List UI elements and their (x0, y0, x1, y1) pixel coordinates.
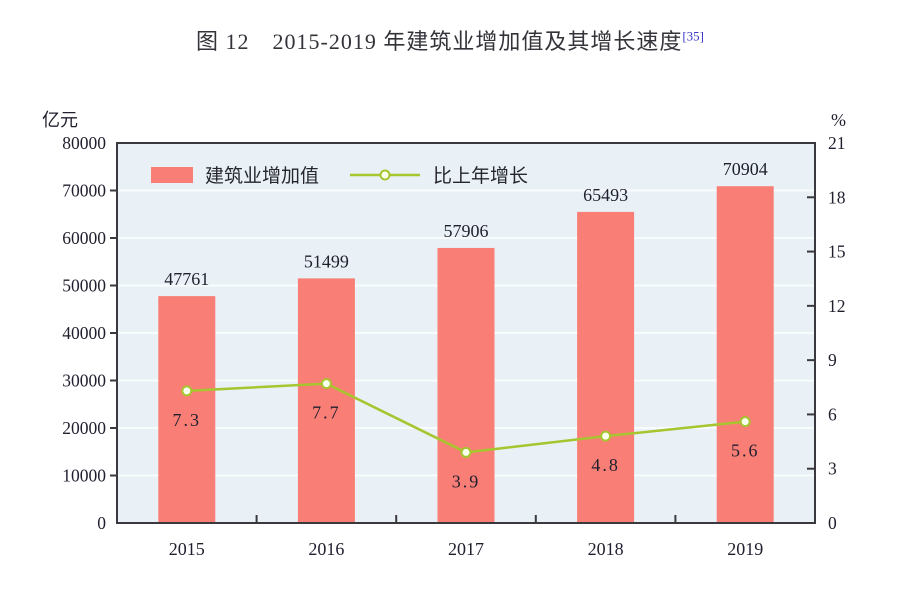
x-axis-label-2019: 2019 (727, 539, 763, 559)
growth-value-label-2019: 5.6 (731, 441, 760, 461)
figure-title: 图 12 2015-2019 年建筑业增加值及其增长速度[35] (0, 24, 900, 56)
right-axis-unit-label: % (831, 110, 846, 130)
growth-value-label-2018: 4.8 (591, 455, 620, 475)
growth-point-2015 (181, 385, 193, 397)
left-axis-tick-label: 50000 (62, 276, 106, 296)
bar-series-swatch (151, 166, 193, 183)
bar-2015 (158, 296, 216, 523)
left-axis-tick-label: 70000 (62, 181, 106, 201)
x-axis-label-2015: 2015 (169, 539, 205, 559)
growth-point-2019 (739, 416, 751, 428)
x-axis-label-2018: 2018 (588, 539, 624, 559)
bar-value-label-2017: 57906 (444, 221, 489, 241)
bar-2016 (297, 278, 355, 523)
growth-value-label-2017: 3.9 (452, 471, 481, 491)
left-axis-tick-label: 10000 (62, 466, 106, 486)
bar-value-label-2016: 51499 (304, 251, 349, 271)
left-axis-tick-label: 60000 (62, 228, 106, 248)
bar-2017 (437, 247, 495, 523)
x-axis-label-2016: 2016 (308, 539, 344, 559)
right-axis-tick-label: 18 (828, 187, 846, 207)
line-series-swatch (350, 169, 421, 180)
bar-2018 (577, 211, 635, 523)
bar-value-label-2018: 65493 (583, 185, 628, 205)
left-axis-tick-label: 80000 (62, 133, 106, 153)
growth-point-2016 (320, 378, 332, 390)
legend-line-marker (379, 169, 391, 180)
legend-item-line-series: 比上年增长 (349, 161, 528, 188)
legend: 建筑业增加值 比上年增长 (151, 161, 528, 188)
left-axis-tick-label: 0 (97, 513, 106, 533)
left-axis-tick-label: 20000 (62, 418, 106, 438)
right-axis-tick-label: 6 (828, 404, 837, 424)
growth-point-2018 (600, 430, 612, 442)
left-axis-tick-label: 30000 (62, 371, 106, 391)
right-axis-tick-label: 0 (828, 513, 837, 533)
growth-value-label-2016: 7.7 (312, 403, 341, 423)
plot-frame (116, 142, 816, 524)
bar-value-label-2015: 47761 (164, 269, 209, 289)
right-axis-tick-label: 12 (828, 296, 846, 316)
figure-title-text: 图 12 2015-2019 年建筑业增加值及其增长速度 (196, 29, 683, 54)
title-reference-link[interactable]: [35] (682, 28, 704, 44)
growth-point-2017 (460, 446, 472, 458)
bar-series-label: 建筑业增加值 (205, 166, 320, 187)
x-axis-label-2017: 2017 (448, 539, 484, 559)
growth-value-label-2015: 7.3 (173, 410, 202, 430)
line-series-label: 比上年增长 (433, 166, 529, 187)
right-axis-tick-label: 21 (828, 133, 846, 153)
bar-2019 (716, 186, 774, 523)
right-axis-tick-label: 9 (828, 350, 837, 370)
right-axis-tick-label: 15 (828, 242, 846, 262)
left-axis-tick-label: 40000 (62, 323, 106, 343)
legend-item-bar-series: 建筑业增加值 (151, 161, 319, 188)
bar-value-label-2019: 70904 (723, 159, 768, 179)
right-axis-tick-label: 3 (828, 459, 837, 479)
left-axis-unit-label: 亿元 (42, 110, 78, 130)
